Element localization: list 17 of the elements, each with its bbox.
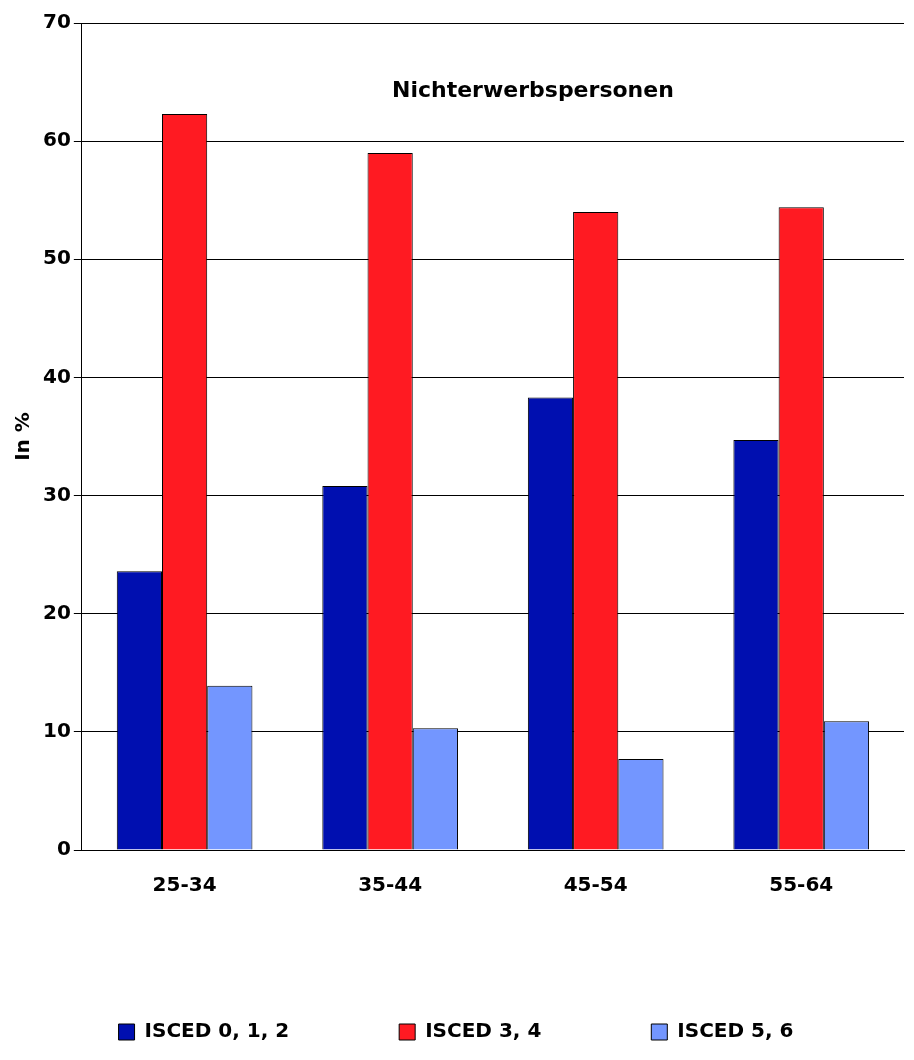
y-tick-label: 0: [56, 836, 71, 861]
legend-label: ISCED 0, 1, 2: [144, 1018, 290, 1043]
x-tick-label: 35-44: [358, 872, 423, 897]
y-tick-label: 30: [42, 481, 71, 506]
y-tick-label: 70: [42, 9, 71, 34]
x-tick-label: 45-54: [563, 872, 628, 897]
y-tick-label: 60: [42, 127, 71, 152]
text: Nichterwerbspersonen: [391, 76, 674, 102]
y-tick-label: 50: [42, 245, 71, 270]
y-axis-title: In %: [10, 412, 35, 461]
legend-label: ISCED 3, 4: [425, 1018, 542, 1043]
x-tick-label: 55-64: [769, 872, 834, 897]
y-tick-label: 10: [42, 718, 71, 743]
x-tick-label: 25-34: [152, 872, 217, 897]
y-tick-label: 40: [42, 363, 71, 388]
legend-label: ISCED 5, 6: [677, 1018, 794, 1043]
y-tick-label: 20: [42, 599, 71, 624]
